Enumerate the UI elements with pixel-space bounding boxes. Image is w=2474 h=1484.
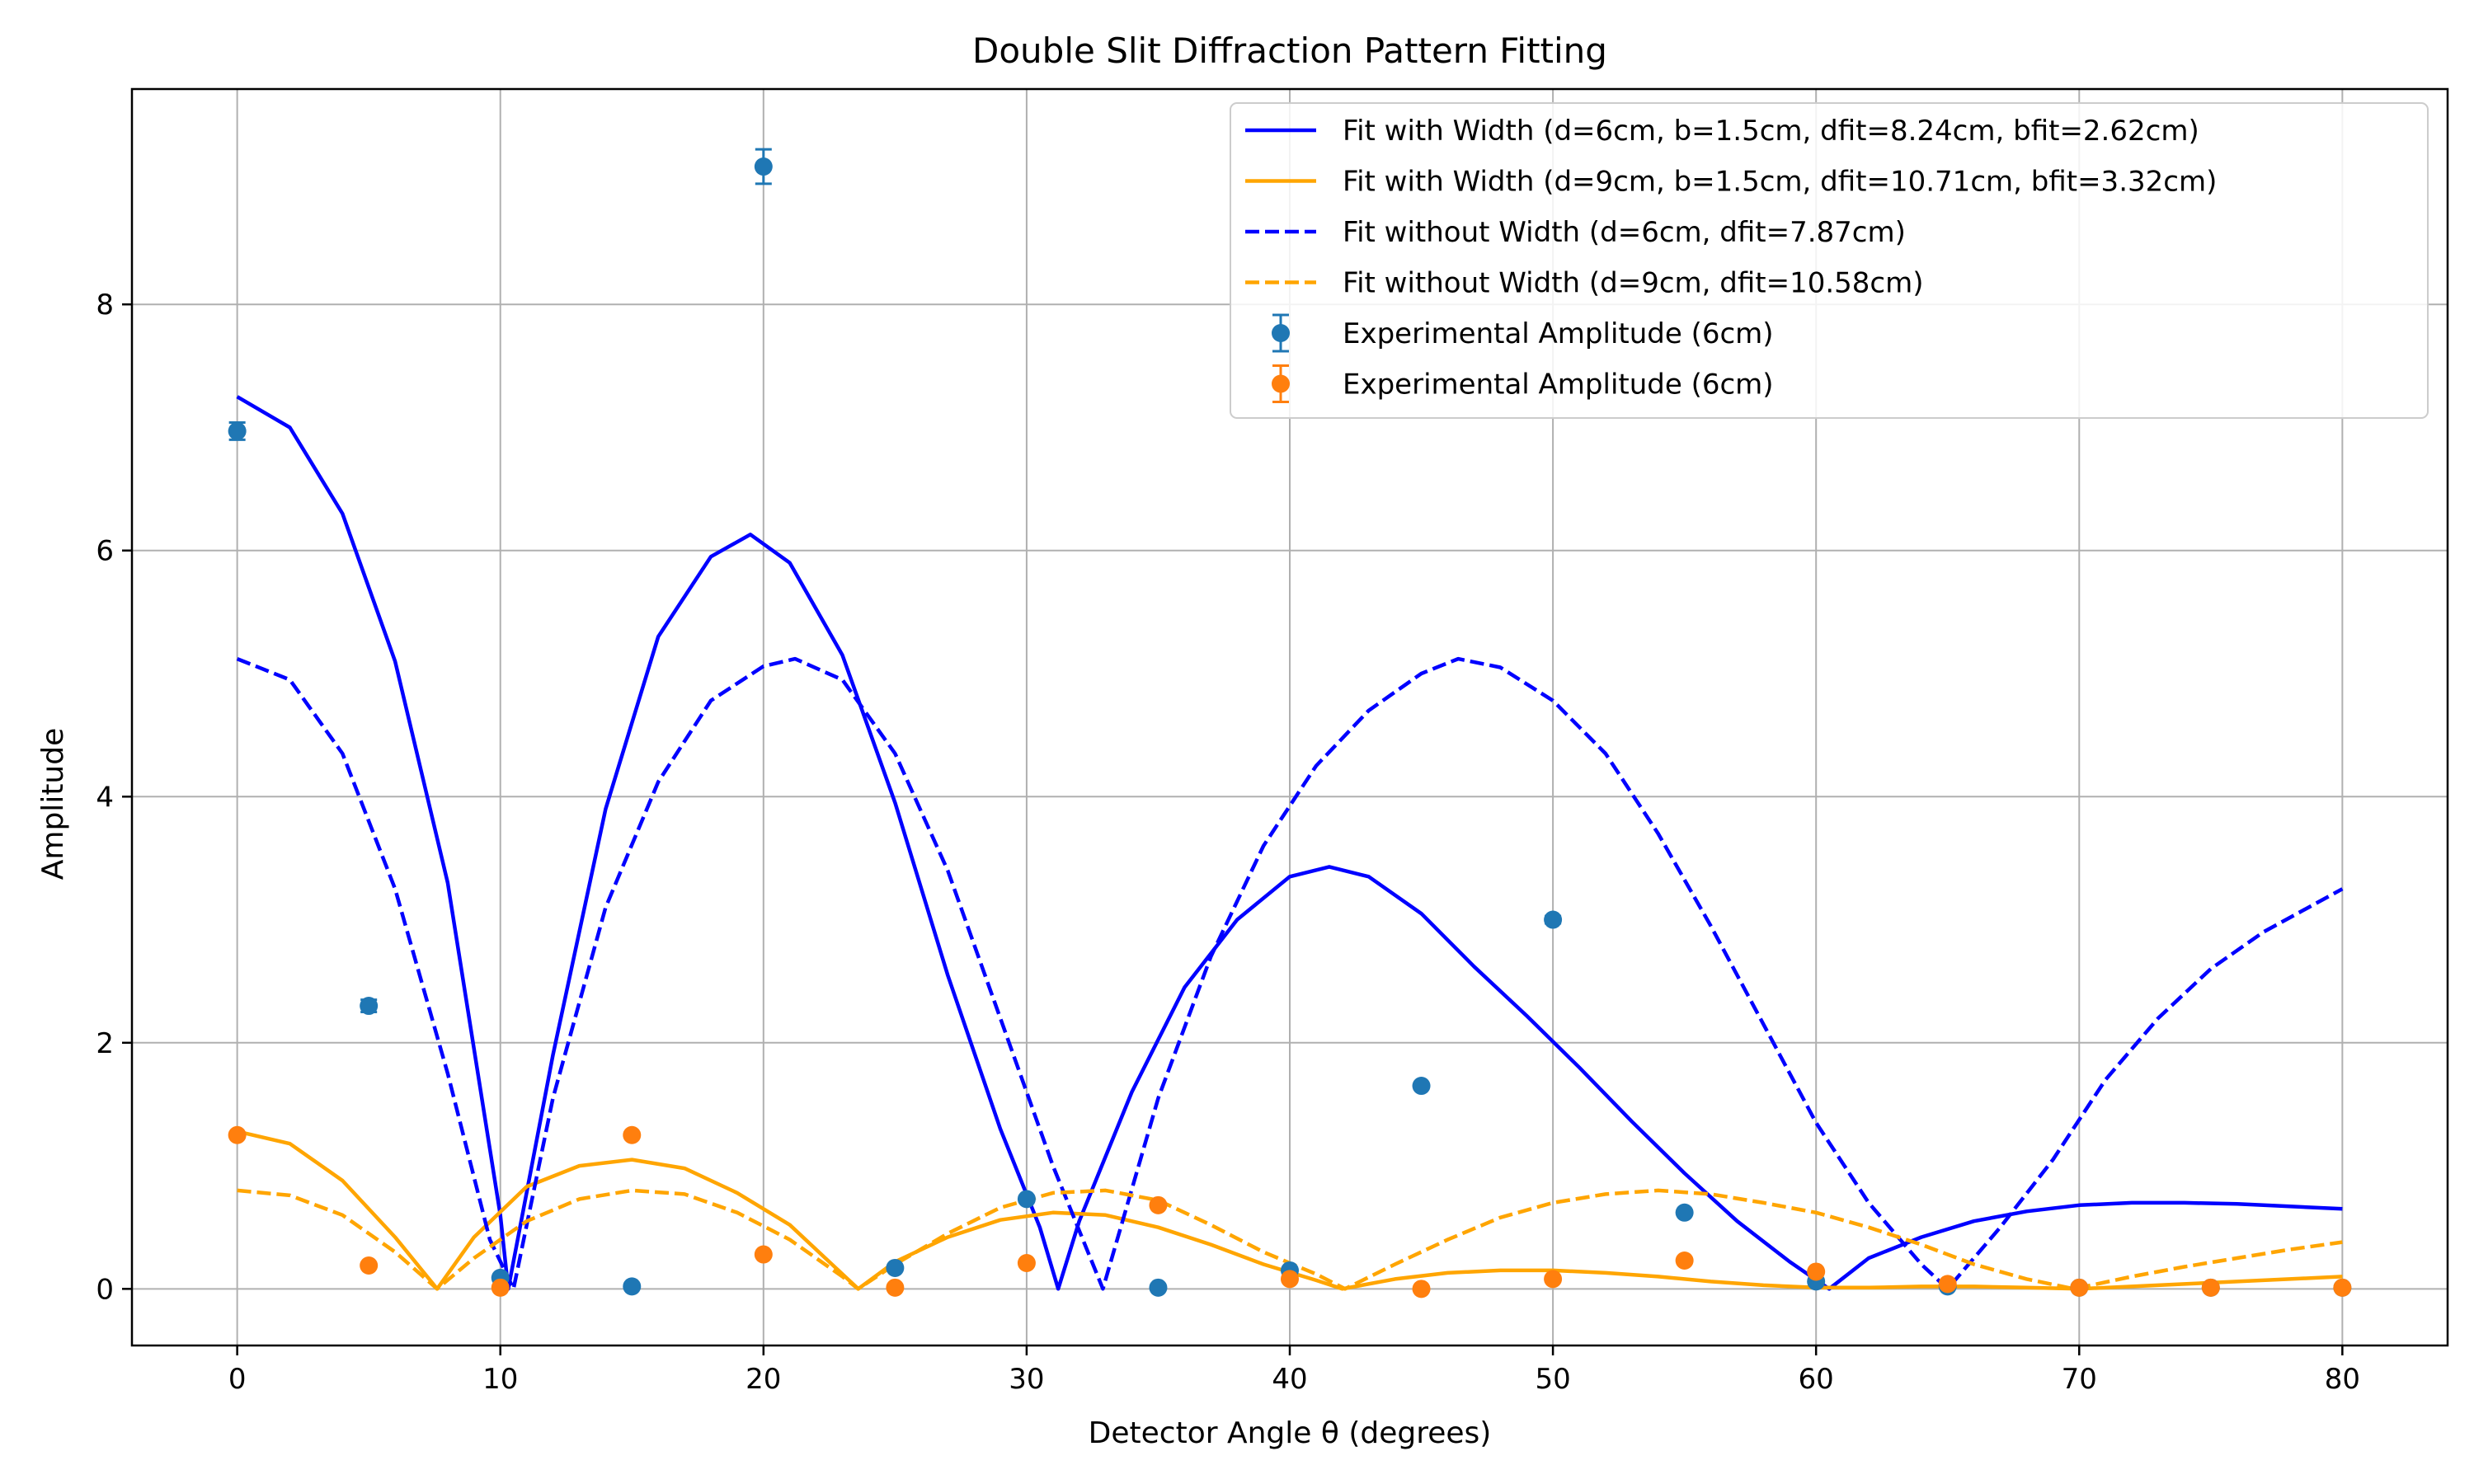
- data-point-blue: [1149, 1278, 1168, 1297]
- fit-curve-1: [236, 395, 2343, 1291]
- data-point-orange: [1675, 1252, 1694, 1270]
- x-tick-label: 60: [1799, 1363, 1834, 1396]
- data-point-orange: [623, 1125, 642, 1144]
- legend-box: [1230, 102, 2429, 419]
- data-point-orange: [1412, 1280, 1431, 1298]
- legend-label: Fit with Width (d=6cm, b=1.5cm, dfit=8.2…: [1343, 115, 2199, 148]
- data-point-blue: [1017, 1190, 1036, 1209]
- data-point-blue: [1412, 1077, 1431, 1096]
- legend-handle-marker: [1272, 324, 1290, 342]
- data-point-orange: [1017, 1253, 1036, 1272]
- x-tick-label: 20: [745, 1363, 781, 1396]
- y-axis-label: Amplitude: [36, 728, 70, 880]
- fit-curve-3: [236, 656, 2344, 1291]
- y-tick-label: 8: [96, 289, 114, 322]
- data-point-orange: [1544, 1270, 1563, 1289]
- legend-label: Fit without Width (d=6cm, dfit=7.87cm): [1343, 216, 1906, 249]
- data-point-blue: [1544, 910, 1563, 929]
- data-point-orange: [886, 1278, 905, 1297]
- legend-label: Experimental Amplitude (6cm): [1343, 369, 1774, 402]
- x-tick-label: 50: [1535, 1363, 1570, 1396]
- data-point-orange: [2333, 1278, 2352, 1297]
- data-point-orange: [1149, 1195, 1168, 1214]
- legend-handle-marker: [1272, 374, 1290, 393]
- data-point-orange: [491, 1278, 510, 1297]
- data-point-blue: [228, 421, 247, 440]
- x-axis-label: Detector Angle θ (degrees): [1089, 1416, 1492, 1450]
- x-tick-label: 10: [482, 1363, 518, 1396]
- data-point-blue: [1675, 1203, 1694, 1222]
- data-point-blue: [886, 1258, 905, 1277]
- data-point-orange: [1281, 1270, 1299, 1289]
- x-tick-label: 80: [2325, 1363, 2360, 1396]
- y-tick-label: 2: [96, 1027, 114, 1060]
- x-tick-label: 40: [1272, 1363, 1307, 1396]
- legend-label: Fit without Width (d=9cm, dfit=10.58cm): [1343, 267, 1924, 300]
- data-point-orange: [2070, 1278, 2089, 1297]
- legend: Fit with Width (d=6cm, b=1.5cm, dfit=8.2…: [1230, 102, 2429, 419]
- data-point-blue: [623, 1277, 642, 1296]
- y-tick-label: 6: [96, 535, 114, 568]
- data-point-orange: [754, 1245, 773, 1264]
- fit-curve-4: [237, 1188, 2343, 1291]
- series-group: [228, 148, 2352, 1298]
- x-tick-label: 0: [228, 1363, 247, 1396]
- legend-label: Experimental Amplitude (6cm): [1343, 317, 1774, 350]
- data-point-blue: [754, 157, 773, 176]
- legend-label: Fit with Width (d=9cm, b=1.5cm, dfit=10.…: [1343, 166, 2217, 199]
- x-tick-label: 30: [1009, 1363, 1044, 1396]
- data-point-orange: [1938, 1275, 1957, 1294]
- fit-curve-2: [237, 1129, 2343, 1291]
- data-point-orange: [1807, 1262, 1826, 1281]
- data-point-orange: [228, 1125, 247, 1144]
- data-point-blue: [360, 997, 379, 1016]
- x-tick-label: 70: [2062, 1363, 2097, 1396]
- y-tick-label: 4: [96, 781, 114, 814]
- data-point-orange: [360, 1256, 379, 1275]
- chart-title: Double Slit Diffraction Pattern Fitting: [972, 31, 1607, 71]
- y-tick-label: 0: [96, 1273, 114, 1306]
- data-point-orange: [2201, 1278, 2220, 1297]
